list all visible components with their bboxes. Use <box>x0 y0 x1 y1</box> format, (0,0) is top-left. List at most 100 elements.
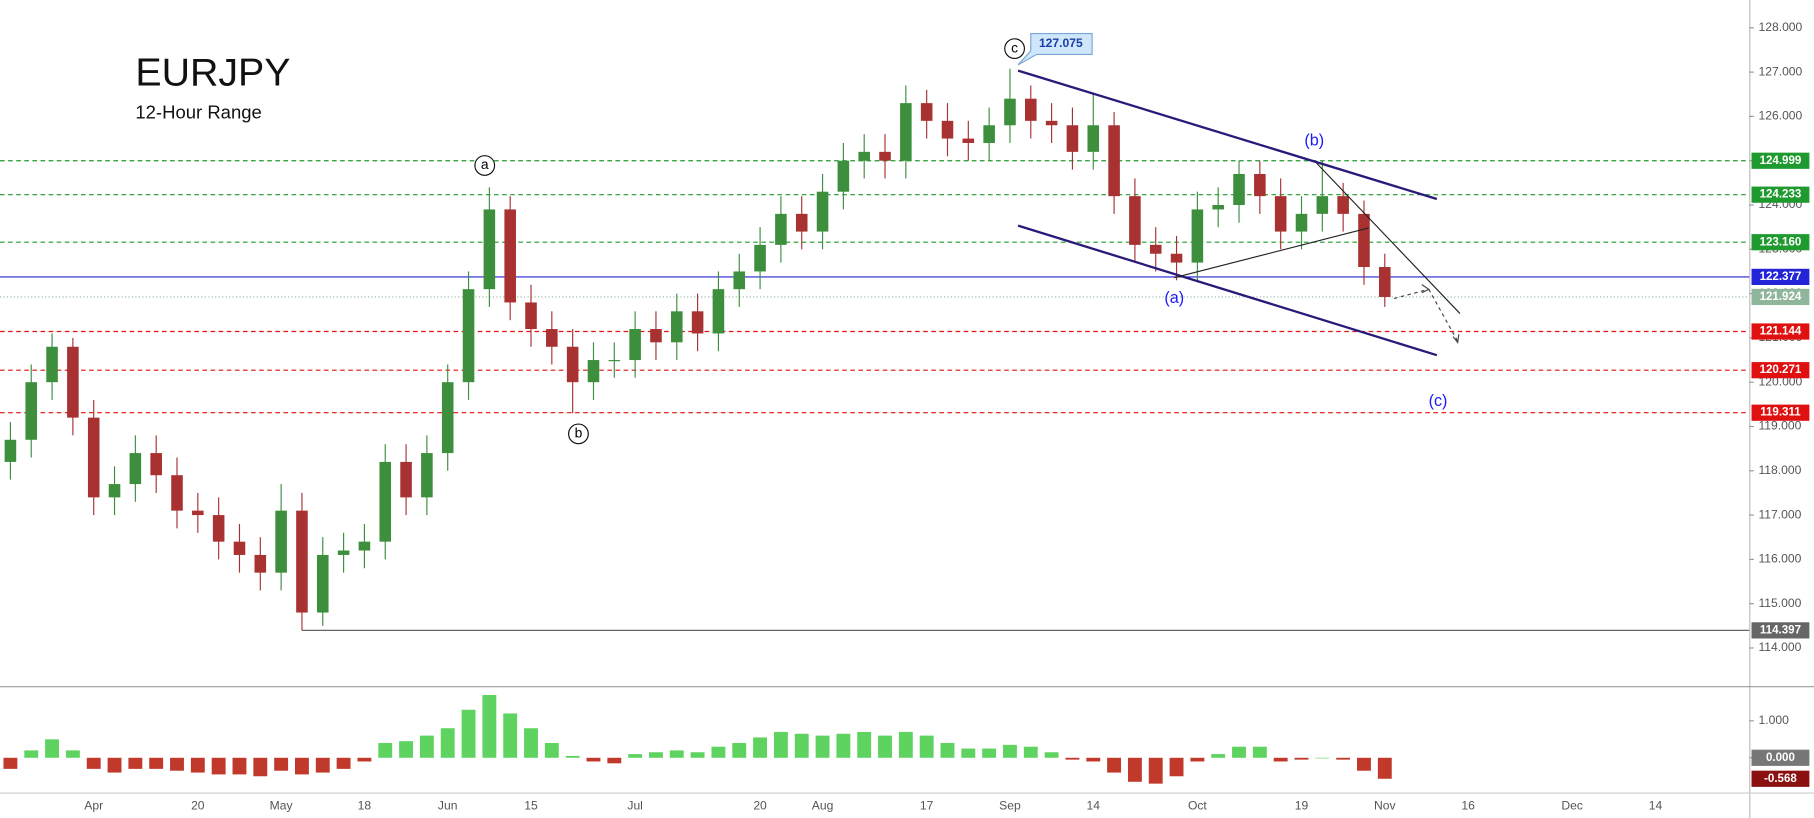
candle-body <box>1066 125 1079 152</box>
candle-body <box>816 191 829 232</box>
osc-bar <box>586 757 601 762</box>
osc-bar <box>274 757 289 771</box>
osc-bar <box>1148 757 1163 784</box>
candle-body <box>233 541 246 555</box>
osc-bar <box>565 755 580 758</box>
osc-bar <box>149 757 164 769</box>
levels <box>0 160 1750 631</box>
arrow-head <box>1421 284 1430 294</box>
x-tick-label: 16 <box>1461 799 1475 813</box>
candle-body <box>129 453 142 485</box>
candle-body <box>1149 244 1162 254</box>
level-label: 123.160 <box>1760 236 1802 248</box>
osc-zero-label-box <box>1751 749 1810 766</box>
osc-bar <box>1315 757 1330 759</box>
osc-bar <box>503 713 518 758</box>
osc-bar <box>649 752 663 758</box>
level-label-box <box>1751 234 1810 251</box>
trendline <box>1316 162 1461 314</box>
candle-body <box>712 289 725 334</box>
osc-tick-label: 1.000 <box>1758 713 1789 727</box>
candle-body <box>67 346 79 418</box>
candle-body <box>962 138 975 143</box>
candle-body <box>462 289 475 383</box>
osc-bar <box>232 757 247 775</box>
candle-body <box>900 103 912 161</box>
price-badges: 124.999 124.233 123.160 122.377 121.144 120.2… <box>1751 152 1810 787</box>
osc-bar <box>45 739 60 758</box>
candle-body <box>504 209 516 303</box>
wave-label: a <box>481 156 489 172</box>
candle-body <box>358 541 371 551</box>
candle-body <box>546 329 558 347</box>
candle-body <box>441 382 454 454</box>
projection-arrow <box>1428 288 1459 342</box>
candle-body <box>87 417 100 498</box>
candle-body <box>150 453 162 476</box>
osc-bar <box>86 757 101 769</box>
osc-bar <box>315 757 330 773</box>
candle-body <box>879 151 891 161</box>
candle-body <box>1316 196 1329 214</box>
osc-bar <box>1023 746 1038 758</box>
osc-last-label-box <box>1751 770 1810 787</box>
osc-bar <box>815 735 830 758</box>
x-tick-label: 14 <box>1087 799 1101 813</box>
osc-bar <box>940 743 955 758</box>
candle-body <box>795 213 808 232</box>
osc-bar <box>461 709 476 758</box>
candle-body <box>733 271 746 290</box>
level-label: 120.271 <box>1760 364 1802 376</box>
x-tick-label: 19 <box>1295 799 1309 813</box>
osc-bar <box>1044 752 1059 758</box>
x-tick-label: 20 <box>753 799 767 813</box>
candle-body <box>629 329 641 361</box>
osc-bar <box>1357 757 1371 771</box>
wave-circle <box>1004 38 1026 60</box>
osc-bar <box>961 748 976 758</box>
osc-bar <box>253 757 268 777</box>
price-callout <box>1017 33 1093 66</box>
candle-body <box>941 120 954 139</box>
osc-bar <box>1232 746 1246 758</box>
osc-bar <box>919 735 934 758</box>
level-label-box <box>1751 152 1810 169</box>
x-tick-label: 17 <box>920 799 934 813</box>
osc-bar <box>211 757 226 775</box>
osc-bar <box>1336 757 1351 760</box>
x-tick-label: Sep <box>999 799 1021 813</box>
candle-body <box>1233 173 1245 206</box>
y-tick-label: 128.000 <box>1758 20 1802 34</box>
osc-bar <box>753 737 768 758</box>
candle-body <box>1170 253 1183 263</box>
osc-bar <box>732 743 747 758</box>
osc-bar <box>524 728 538 758</box>
osc-bar <box>982 748 997 758</box>
osc-bar <box>190 757 205 773</box>
osc-bar <box>544 743 559 758</box>
osc-bar <box>878 735 892 758</box>
candle-body <box>775 213 787 245</box>
osc-bar <box>1273 757 1288 762</box>
osc-bar <box>482 694 497 758</box>
osc-bar <box>1190 757 1205 762</box>
osc-bar <box>378 743 393 758</box>
level-label: 124.233 <box>1760 189 1802 201</box>
x-tick-label: Oct <box>1188 799 1207 813</box>
candle-body <box>1004 98 1016 126</box>
candle-body <box>670 311 683 343</box>
osc-bar <box>1211 754 1226 758</box>
wave-circle <box>474 155 496 176</box>
candle-body <box>754 244 766 272</box>
candle-body <box>1025 98 1037 121</box>
last-price-label-box <box>1751 288 1810 306</box>
osc-bar <box>1086 757 1101 762</box>
callout-label: 127.075 <box>1039 36 1083 50</box>
candle-body <box>1191 209 1204 263</box>
osc-bar <box>711 746 726 758</box>
candle-body <box>566 346 579 383</box>
x-tick-label: Dec <box>1561 799 1583 813</box>
y-tick-label: 115.000 <box>1758 596 1801 610</box>
chart-title: EURJPY <box>135 51 290 95</box>
